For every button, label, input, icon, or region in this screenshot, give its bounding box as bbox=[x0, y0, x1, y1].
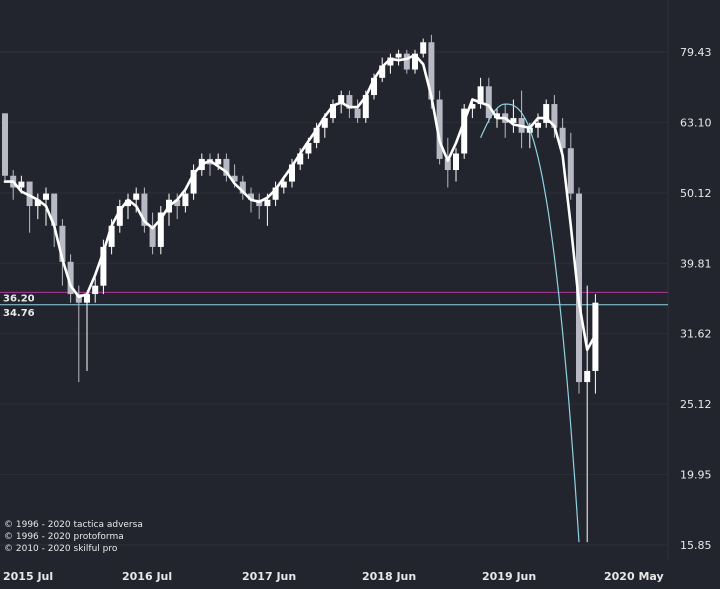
candle-body bbox=[182, 193, 189, 207]
candle-body bbox=[403, 53, 410, 70]
candle-body bbox=[248, 193, 254, 200]
grid bbox=[0, 0, 669, 560]
candle-body bbox=[141, 193, 148, 226]
candle-body bbox=[584, 370, 591, 383]
candle-body bbox=[453, 153, 459, 171]
copyright-line: © 2010 - 2020 skilful pro bbox=[4, 544, 118, 554]
candle-body bbox=[174, 199, 181, 207]
candle-body bbox=[494, 113, 500, 119]
level-label: 34.76 bbox=[3, 308, 35, 319]
candle-body bbox=[231, 175, 238, 182]
cyan-parabolic-curve bbox=[480, 103, 580, 543]
level-lines bbox=[0, 291, 668, 306]
y-tick-label: 31.62 bbox=[680, 328, 712, 341]
candle-body bbox=[412, 53, 418, 70]
y-tick-label: 63.10 bbox=[680, 116, 712, 129]
candle-body bbox=[223, 158, 230, 176]
candle-body bbox=[190, 170, 197, 194]
candle-body bbox=[157, 212, 164, 247]
candle-body bbox=[313, 127, 320, 143]
x-tick-label: 2019 Jun bbox=[482, 570, 536, 583]
level-label: 36.20 bbox=[3, 293, 35, 304]
candle-body bbox=[84, 294, 90, 303]
copyright-line: © 1996 - 2020 tactica adversa bbox=[4, 520, 143, 530]
candle-body bbox=[379, 65, 386, 78]
candle-body bbox=[100, 246, 107, 286]
candle-body bbox=[477, 86, 484, 105]
candle-body bbox=[535, 122, 541, 128]
level-labels: 36.20 34.76 bbox=[3, 293, 35, 318]
candle-body bbox=[92, 285, 99, 295]
x-axis: 2015 Jul 2016 Jul 2017 Jun 2018 Jun 2019 Jun… bbox=[3, 570, 664, 583]
x-tick-label: 2018 Jun bbox=[362, 570, 416, 583]
candle-body bbox=[239, 181, 246, 194]
candle-body bbox=[75, 294, 82, 303]
candle-body bbox=[215, 158, 222, 165]
candle-body bbox=[338, 95, 345, 105]
candle-body bbox=[371, 77, 377, 96]
candle-body bbox=[59, 225, 66, 262]
candle-body bbox=[305, 142, 312, 154]
candle-body bbox=[264, 199, 271, 207]
candle-body bbox=[321, 118, 328, 128]
candle-body bbox=[559, 127, 566, 149]
y-tick-label: 19.95 bbox=[680, 469, 712, 482]
x-tick-label: 2015 Jul bbox=[3, 570, 53, 583]
candle-body bbox=[387, 57, 394, 66]
candle-body bbox=[346, 95, 353, 109]
candle-body bbox=[362, 95, 369, 119]
candle-body bbox=[297, 153, 304, 165]
candle-body bbox=[436, 99, 443, 159]
candle-body bbox=[125, 199, 131, 207]
candle-body bbox=[43, 193, 49, 200]
y-tick-label: 15.85 bbox=[680, 539, 712, 552]
candle-body bbox=[272, 187, 279, 200]
y-tick-label: 79.43 bbox=[680, 46, 712, 59]
x-tick-label: 2020 May bbox=[604, 570, 664, 583]
candle-body bbox=[2, 113, 8, 176]
candle-body bbox=[116, 206, 123, 226]
candle-body bbox=[108, 225, 115, 247]
candle-body bbox=[149, 225, 156, 247]
candle-body bbox=[510, 118, 517, 123]
candle-body bbox=[330, 104, 336, 119]
candle-body bbox=[428, 42, 435, 100]
candle-body bbox=[461, 108, 468, 154]
candle-body bbox=[444, 158, 451, 171]
candle-body bbox=[51, 193, 58, 226]
candle-body bbox=[543, 104, 550, 123]
candle-body bbox=[354, 108, 361, 119]
candles bbox=[2, 34, 599, 543]
candle-body bbox=[395, 53, 402, 58]
candle-body bbox=[420, 42, 427, 54]
y-tick-label: 39.81 bbox=[680, 257, 712, 270]
y-tick-label: 50.12 bbox=[680, 187, 712, 200]
candle-body bbox=[469, 104, 476, 109]
candle-body bbox=[289, 164, 295, 182]
candle-body bbox=[67, 261, 74, 295]
x-tick-label: 2017 Jun bbox=[242, 570, 296, 583]
candle-body bbox=[551, 104, 558, 128]
y-axis: 79.43 63.10 50.12 39.81 31.62 25.12 19.95 15.85 bbox=[680, 46, 712, 552]
x-tick-label: 2016 Jul bbox=[122, 570, 172, 583]
copyright-line: © 1996 - 2020 protoforma bbox=[4, 532, 124, 542]
y-tick-label: 25.12 bbox=[680, 398, 712, 411]
candle-body bbox=[485, 86, 492, 119]
candle-body bbox=[576, 193, 582, 383]
candle-body bbox=[34, 199, 41, 207]
candle-body bbox=[280, 181, 287, 188]
candle-body bbox=[567, 148, 574, 194]
candle-body bbox=[26, 181, 33, 207]
moving-average-line bbox=[3, 53, 597, 352]
candle-body bbox=[133, 193, 140, 200]
curves bbox=[3, 53, 597, 543]
candle-body bbox=[18, 181, 25, 188]
